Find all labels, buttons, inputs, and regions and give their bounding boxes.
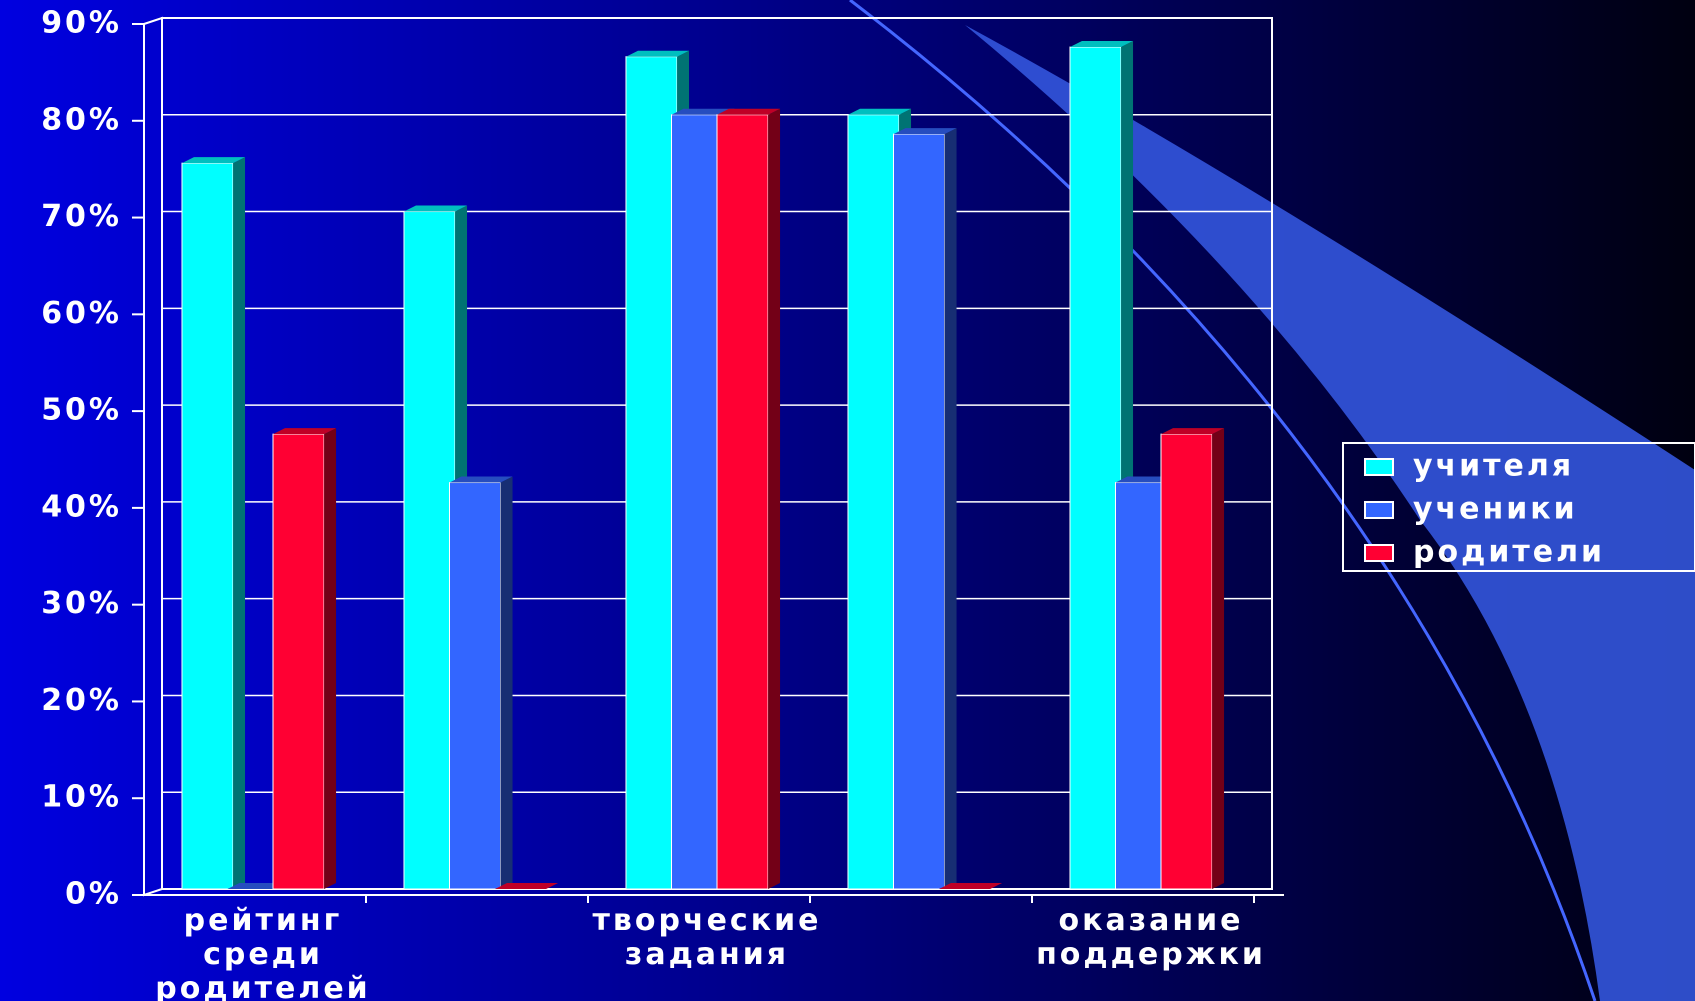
legend-swatch — [1364, 458, 1394, 476]
y-tick-label: 30% — [41, 586, 122, 621]
bar-top — [847, 108, 912, 115]
legend-box — [1342, 442, 1695, 572]
bar — [670, 114, 724, 890]
x-tick-label: творческие задания — [593, 903, 822, 972]
bar-top — [939, 883, 1003, 889]
legend-label: ученики — [1413, 492, 1578, 527]
y-tick-label: 60% — [41, 296, 122, 331]
bar-top — [1161, 428, 1225, 435]
bar-top — [1069, 41, 1134, 48]
bar-top — [717, 108, 781, 115]
y-tick-label: 50% — [41, 393, 122, 428]
y-tick-label: 10% — [41, 780, 122, 815]
decoration — [965, 25, 1695, 1001]
bar-top — [449, 476, 513, 483]
bar-top — [671, 108, 735, 115]
bar-side — [944, 128, 957, 890]
bar-top — [893, 128, 957, 135]
bar-side — [500, 476, 513, 889]
bar — [181, 162, 234, 890]
plot: 0% 10% 20% 30% 40% 50% 60% 70% 80% 90% рейтинг сред… — [41, 6, 1695, 1001]
x-tick-label: оказание поддержки — [1036, 903, 1266, 972]
bar — [272, 433, 325, 890]
bar — [625, 56, 678, 890]
bar-side — [233, 157, 246, 889]
bar-top — [625, 50, 690, 57]
y-tick-label: 20% — [41, 683, 122, 718]
bar-top — [273, 428, 337, 435]
bar — [403, 211, 456, 890]
bar — [1160, 433, 1213, 890]
bar — [892, 133, 946, 890]
y-tick-label: 80% — [41, 102, 122, 137]
bar-top — [181, 157, 246, 164]
y-tick-label: 70% — [41, 199, 122, 234]
y-tick-label: 90% — [41, 6, 122, 41]
y-tick-label: 0% — [65, 877, 122, 912]
bar-side — [1212, 428, 1225, 889]
bar — [847, 114, 900, 890]
bar — [716, 114, 769, 890]
bar — [448, 482, 502, 890]
legend-label: родители — [1413, 535, 1605, 570]
legend-swatch — [1364, 544, 1394, 562]
x-tick-label: рейтинг среди родителей — [155, 903, 370, 1001]
decoration-line — [849, 0, 1597, 1001]
bar-side — [768, 108, 781, 890]
bar-top — [403, 205, 468, 212]
legend-swatch — [1364, 501, 1394, 519]
bar-top — [495, 883, 559, 889]
legend-label: учителя — [1413, 449, 1574, 484]
bar — [1114, 482, 1168, 890]
y-tick-label: 40% — [41, 489, 122, 524]
bar-side — [324, 428, 337, 889]
bar — [1069, 46, 1122, 890]
